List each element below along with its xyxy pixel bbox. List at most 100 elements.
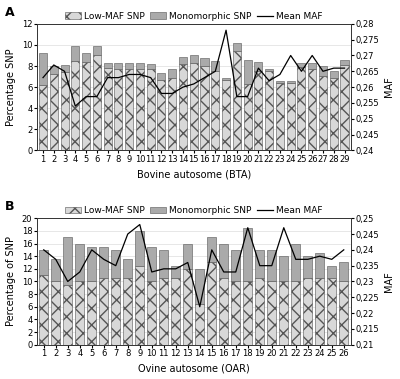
Bar (123, 278, 132, 345)
Bar (339, 282, 348, 345)
Bar (195, 269, 204, 304)
Bar (135, 231, 144, 266)
Bar (179, 64, 187, 150)
Y-axis label: MAF: MAF (384, 271, 394, 292)
Bar (207, 237, 216, 263)
Bar (308, 69, 316, 150)
Bar (60, 65, 68, 72)
Bar (39, 85, 47, 150)
Bar (99, 247, 108, 278)
Bar (114, 69, 122, 150)
Bar (340, 65, 348, 150)
Bar (255, 278, 264, 345)
Bar (200, 66, 208, 150)
Bar (254, 62, 262, 71)
Bar (71, 46, 79, 61)
Bar (211, 61, 219, 71)
Bar (222, 80, 230, 150)
Bar (179, 56, 187, 64)
Bar (158, 80, 166, 150)
Bar (136, 63, 144, 69)
Bar (171, 278, 180, 345)
Bar (195, 304, 204, 345)
Bar (183, 244, 192, 269)
Bar (75, 244, 84, 282)
Bar (298, 67, 306, 150)
Bar (136, 69, 144, 150)
X-axis label: Bovine autosome (BTA): Bovine autosome (BTA) (137, 169, 251, 179)
Bar (82, 53, 90, 62)
Bar (63, 237, 72, 285)
Bar (276, 83, 284, 150)
Bar (104, 68, 112, 150)
Bar (308, 63, 316, 69)
Bar (265, 71, 273, 150)
Bar (233, 43, 241, 51)
Bar (87, 247, 96, 282)
Text: B: B (5, 200, 15, 213)
Bar (244, 60, 252, 84)
Bar (327, 278, 336, 345)
Bar (222, 78, 230, 80)
Bar (231, 250, 240, 282)
Bar (183, 269, 192, 345)
Bar (93, 55, 101, 150)
Y-axis label: MAF: MAF (384, 77, 394, 97)
Y-axis label: Percentage of SNP: Percentage of SNP (6, 236, 16, 326)
Bar (207, 263, 216, 345)
Bar (276, 81, 284, 83)
Bar (254, 71, 262, 150)
Bar (51, 282, 60, 345)
Bar (330, 71, 338, 78)
Bar (287, 81, 295, 83)
Bar (190, 55, 198, 63)
Bar (75, 282, 84, 345)
Bar (39, 275, 48, 345)
Bar (39, 53, 47, 85)
Bar (319, 75, 327, 150)
Bar (111, 278, 120, 345)
Bar (71, 61, 79, 150)
Bar (243, 228, 252, 282)
Bar (99, 278, 108, 345)
Bar (190, 63, 198, 150)
Bar (233, 51, 241, 150)
Bar (279, 256, 288, 282)
Bar (315, 253, 324, 278)
Bar (51, 259, 60, 282)
Bar (303, 256, 312, 278)
Bar (327, 266, 336, 278)
Bar (147, 247, 156, 282)
Bar (255, 250, 264, 278)
Bar (147, 69, 155, 150)
Y-axis label: Percentage SNP: Percentage SNP (6, 48, 16, 126)
Bar (123, 259, 132, 278)
X-axis label: Ovine autosome (OAR): Ovine autosome (OAR) (138, 363, 250, 373)
Bar (340, 60, 348, 65)
Legend: Low-MAF SNP, Monomorphic SNP, Mean MAF: Low-MAF SNP, Monomorphic SNP, Mean MAF (62, 8, 326, 24)
Bar (267, 250, 276, 282)
Bar (291, 282, 300, 345)
Bar (111, 250, 120, 278)
Bar (267, 282, 276, 345)
Bar (82, 62, 90, 150)
Bar (243, 282, 252, 345)
Bar (319, 66, 327, 75)
Bar (104, 63, 112, 68)
Bar (200, 58, 208, 66)
Bar (114, 63, 122, 69)
Bar (244, 84, 252, 150)
Bar (93, 46, 101, 55)
Bar (50, 66, 58, 74)
Bar (171, 266, 180, 278)
Bar (147, 64, 155, 69)
Legend: Low-MAF SNP, Monomorphic SNP, Mean MAF: Low-MAF SNP, Monomorphic SNP, Mean MAF (62, 202, 326, 219)
Bar (159, 250, 168, 278)
Bar (219, 244, 228, 278)
Bar (168, 69, 176, 78)
Bar (303, 278, 312, 345)
Bar (158, 74, 166, 80)
Bar (265, 69, 273, 71)
Bar (315, 278, 324, 345)
Bar (231, 282, 240, 345)
